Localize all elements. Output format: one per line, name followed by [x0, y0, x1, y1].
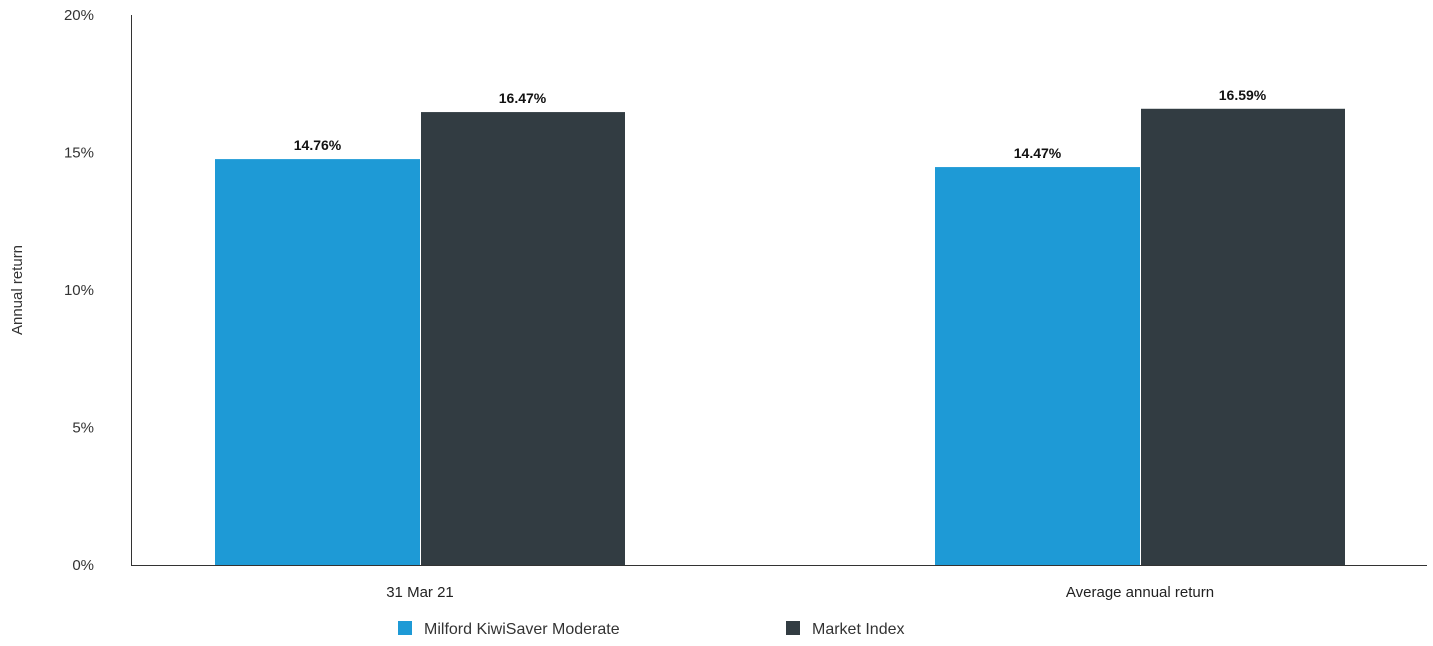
data-label: 16.59% — [1219, 87, 1267, 103]
data-label: 14.47% — [1014, 145, 1062, 161]
legend-label: Market Index — [812, 621, 904, 638]
data-label: 16.47% — [499, 90, 547, 106]
y-axis-ticks: 0% 5% 10% 15% 20% — [64, 7, 94, 574]
bar — [421, 112, 625, 565]
category-labels: 31 Mar 21 Average annual return — [386, 584, 1214, 601]
y-tick-label: 10% — [64, 282, 94, 299]
bars — [215, 108, 1345, 566]
y-tick-label: 0% — [72, 557, 94, 574]
bar — [935, 167, 1140, 565]
legend-item: Market Index — [786, 621, 904, 638]
legend: Milford KiwiSaver Moderate Market Index — [398, 621, 904, 638]
legend-label: Milford KiwiSaver Moderate — [424, 621, 620, 638]
x-tick-label: Average annual return — [1066, 584, 1214, 601]
legend-item: Milford KiwiSaver Moderate — [398, 621, 620, 638]
y-tick-label: 20% — [64, 7, 94, 24]
bar — [1141, 108, 1345, 566]
y-tick-label: 5% — [72, 420, 94, 437]
legend-swatch — [398, 621, 412, 635]
data-label: 14.76% — [294, 137, 342, 153]
y-tick-label: 15% — [64, 145, 94, 162]
y-axis-title: Annual return — [9, 245, 26, 335]
data-labels: 14.76% 16.47% 14.47% 16.59% — [294, 87, 1267, 161]
x-tick-label: 31 Mar 21 — [386, 584, 454, 601]
legend-swatch — [786, 621, 800, 635]
bar — [215, 159, 420, 565]
axes — [131, 15, 1427, 566]
